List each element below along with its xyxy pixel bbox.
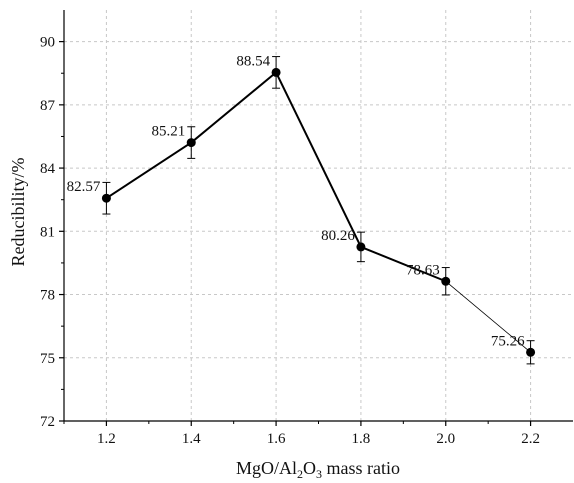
x-axis-title: MgO/Al2O3 mass ratio [236,458,400,481]
y-tick-label: 90 [40,35,55,51]
data-label: 82.57 [67,179,101,195]
grid-lines [64,10,573,422]
data-point [186,138,196,148]
x-tick-label: 2.2 [521,431,540,447]
data-label: 85.21 [152,124,186,140]
data-point [356,242,366,252]
series-segment [105,141,192,200]
y-axis-title: Reducibility/% [8,158,28,267]
y-tick-label: 84 [40,161,56,177]
data-series [101,56,536,365]
series-segment [275,71,362,248]
x-axis-title-part: 2 [297,467,303,481]
data-label: 75.26 [491,333,525,349]
x-axis-title-part: O [303,458,316,478]
data-label: 88.54 [236,53,270,69]
axes [59,10,573,426]
y-tick-label: 87 [40,98,56,114]
x-tick-label: 1.6 [267,431,286,447]
y-tick-label: 81 [40,224,55,240]
data-point [526,347,536,357]
x-axis-title-part: mass ratio [322,458,400,478]
data-point [441,276,451,286]
x-tick-label: 1.4 [182,431,201,447]
data-point [271,67,281,77]
y-tick-label: 78 [40,288,55,304]
data-point [101,193,111,203]
data-label: 80.26 [321,228,355,244]
data-label: 78.63 [406,262,440,278]
x-tick-label: 1.8 [352,431,371,447]
x-axis-title-part: 3 [316,467,322,481]
x-axis-title-part: MgO/Al [236,458,297,478]
series-segment [360,245,447,283]
y-tick-label: 75 [40,351,55,367]
tick-labels: 72 75 78 81 84 87 90 1.2 1.4 1.6 1.8 2.0 2.2 [40,35,540,447]
x-tick-label: 1.2 [97,431,116,447]
data-labels: 82.57 85.21 88.54 80.26 78.63 75.26 [67,53,525,349]
x-tick-label: 2.0 [436,431,455,447]
series-segment [190,71,277,144]
y-tick-label: 72 [40,414,55,430]
series-segment [445,280,531,353]
